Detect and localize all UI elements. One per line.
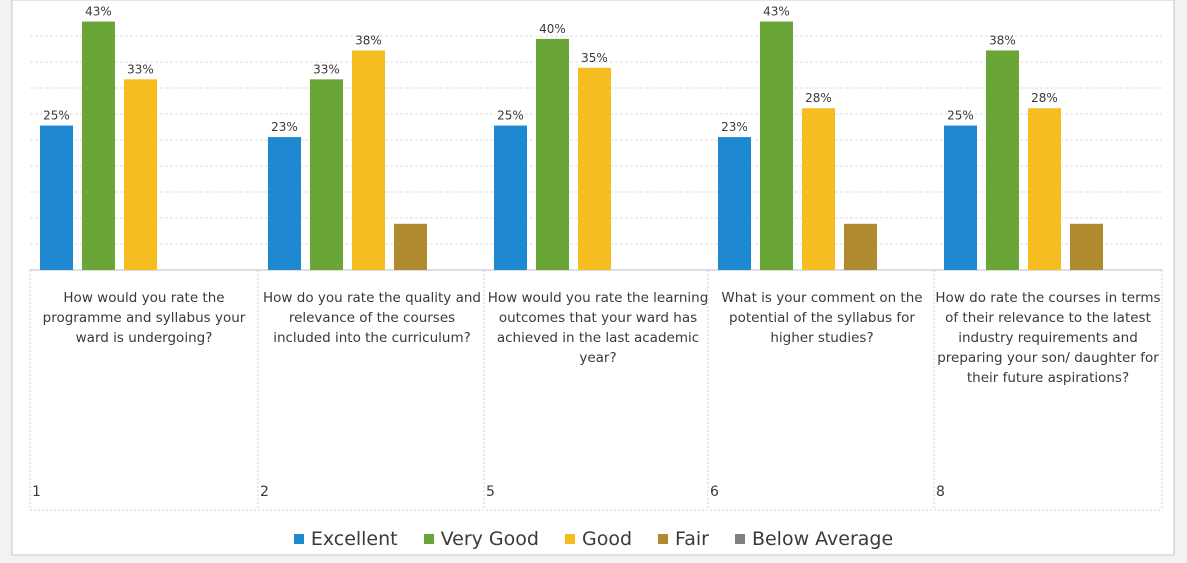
legend-item: Excellent xyxy=(293,528,398,550)
category-table xyxy=(29,270,1163,511)
bar-good xyxy=(1028,108,1061,270)
question-number: 5 xyxy=(486,484,495,500)
bar-good xyxy=(578,67,611,271)
data-label: 43% xyxy=(85,5,112,19)
bar-fair xyxy=(394,223,427,270)
bar-very-good xyxy=(986,50,1019,270)
bar-excellent xyxy=(268,137,301,270)
bar-good xyxy=(124,79,157,270)
data-label: 28% xyxy=(1031,91,1058,105)
data-label: 35% xyxy=(581,51,608,65)
legend-swatch xyxy=(293,534,304,544)
category-label: How do rate the courses in terms of thei… xyxy=(935,290,1161,386)
legend-item: Below Average xyxy=(734,528,894,550)
bar-fair xyxy=(844,223,877,270)
bars xyxy=(40,21,1103,271)
category-label: How would you rate the learning outcomes… xyxy=(487,290,709,366)
data-label: 25% xyxy=(497,109,524,123)
data-label: 38% xyxy=(355,33,382,47)
bar-excellent xyxy=(718,137,751,270)
bar-fair xyxy=(1070,223,1103,270)
legend-label: Good xyxy=(581,528,633,550)
legend-label: Excellent xyxy=(310,528,398,550)
legend-label: Very Good xyxy=(440,528,539,550)
bar-very-good xyxy=(310,79,343,270)
data-label: 40% xyxy=(539,22,566,36)
data-label: 28% xyxy=(805,91,832,105)
bar-excellent xyxy=(40,125,73,270)
legend-swatch xyxy=(564,534,575,544)
legend-swatch xyxy=(734,534,745,544)
legend-item: Good xyxy=(564,528,633,550)
bar-excellent xyxy=(944,125,977,270)
question-number: 2 xyxy=(260,484,269,500)
data-label: 33% xyxy=(127,62,154,76)
data-label: 43% xyxy=(763,5,790,19)
legend-label: Fair xyxy=(675,528,709,550)
question-number: 6 xyxy=(710,484,719,500)
category-label: How would you rate the programme and syl… xyxy=(42,290,246,346)
data-label: 33% xyxy=(313,62,340,76)
bar-labels: 25% 23% 25% 23% 25% 43% 33% 40% 43% 38% 33% 38% 35% 2… xyxy=(43,5,1058,135)
data-label: 23% xyxy=(271,120,298,134)
category-label: What is your comment on the potential of… xyxy=(721,290,923,346)
data-label: 23% xyxy=(721,120,748,134)
bar-very-good xyxy=(760,21,793,270)
question-number: 8 xyxy=(936,484,945,500)
bar-excellent xyxy=(494,125,527,270)
bar-good xyxy=(802,108,835,270)
bar-very-good xyxy=(82,21,115,270)
data-label: 25% xyxy=(43,109,70,123)
question-number: 1 xyxy=(32,484,41,500)
category-label: How do you rate the quality and relevanc… xyxy=(263,290,481,346)
legend-swatch xyxy=(658,534,669,544)
data-label: 25% xyxy=(947,109,974,123)
bar-very-good xyxy=(536,38,569,271)
legend-item: Very Good xyxy=(423,528,539,550)
legend-item: Fair xyxy=(658,528,709,550)
legend-swatch xyxy=(423,534,434,544)
legend-label: Below Average xyxy=(751,528,894,550)
data-label: 38% xyxy=(989,33,1016,47)
legend: Excellent Very Good Good Fair Below Aver… xyxy=(0,524,1187,554)
bar-good xyxy=(352,50,385,270)
